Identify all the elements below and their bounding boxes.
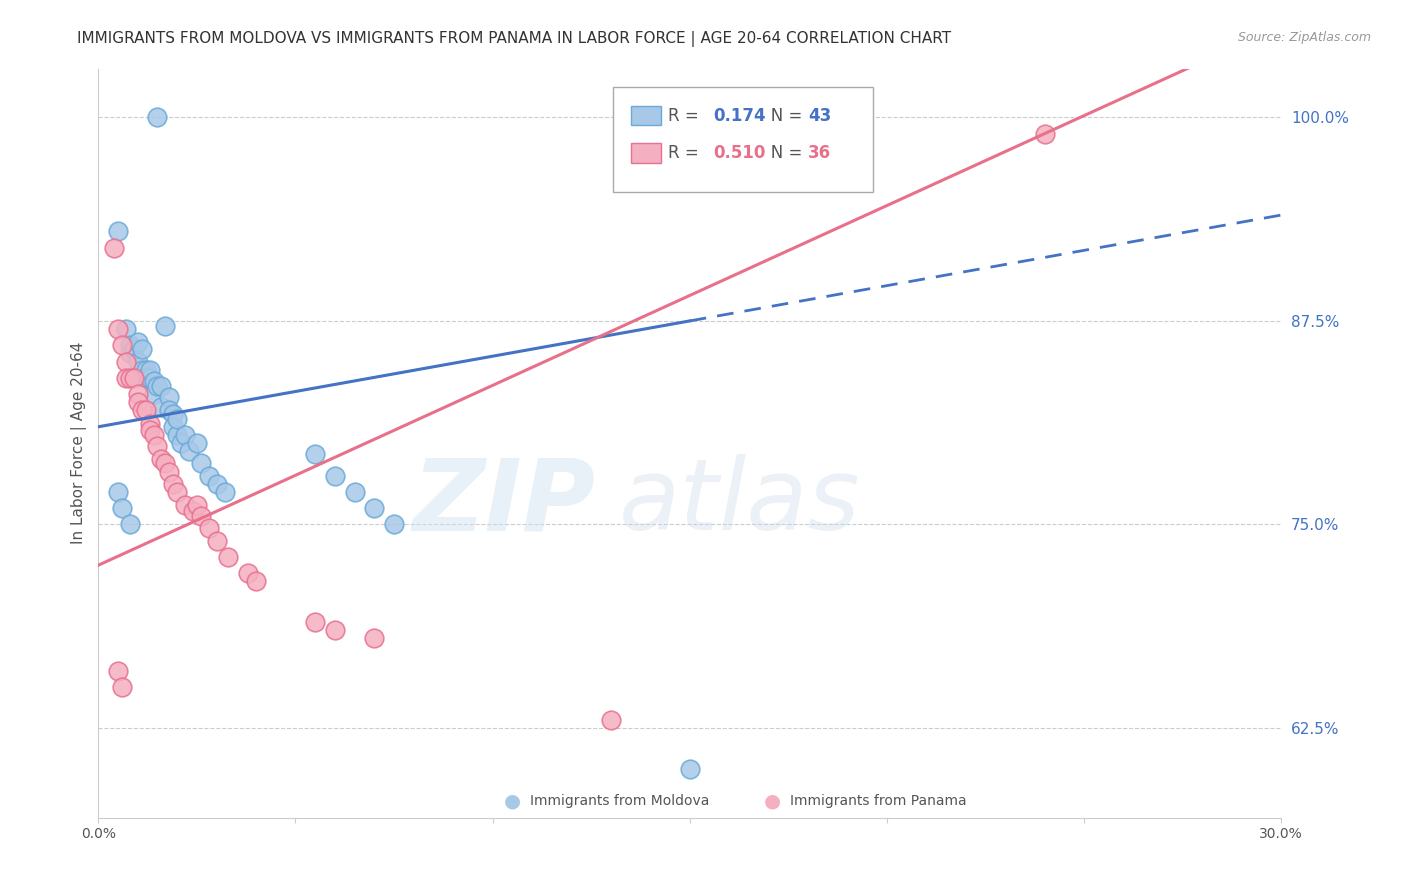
Point — [174, 428, 197, 442]
Point — [1033, 127, 1056, 141]
Point — [162, 476, 184, 491]
Point — [115, 354, 138, 368]
Point — [131, 363, 153, 377]
Text: IMMIGRANTS FROM MOLDOVA VS IMMIGRANTS FROM PANAMA IN LABOR FORCE | AGE 20-64 COR: IMMIGRANTS FROM MOLDOVA VS IMMIGRANTS FR… — [77, 31, 952, 47]
Point — [135, 363, 157, 377]
Point — [205, 533, 228, 548]
Point — [127, 395, 149, 409]
Y-axis label: In Labor Force | Age 20-64: In Labor Force | Age 20-64 — [72, 342, 87, 544]
Point — [197, 468, 219, 483]
Point — [103, 241, 125, 255]
Point — [135, 403, 157, 417]
Point — [238, 566, 260, 581]
Point — [166, 411, 188, 425]
Point — [166, 484, 188, 499]
Text: N =: N = — [755, 145, 807, 162]
Point — [107, 484, 129, 499]
Point — [170, 436, 193, 450]
Text: R =: R = — [668, 107, 704, 125]
Point — [127, 387, 149, 401]
Point — [205, 476, 228, 491]
Point — [304, 615, 326, 630]
Point — [131, 403, 153, 417]
Point — [118, 517, 141, 532]
Point — [111, 681, 134, 695]
Point — [166, 428, 188, 442]
FancyBboxPatch shape — [630, 106, 661, 126]
Point — [131, 342, 153, 356]
Point — [217, 549, 239, 564]
Point — [118, 346, 141, 360]
Point — [146, 111, 169, 125]
Point — [142, 374, 165, 388]
FancyBboxPatch shape — [630, 144, 661, 163]
Point — [122, 342, 145, 356]
Point — [146, 439, 169, 453]
Text: 43: 43 — [808, 107, 831, 125]
Point — [111, 338, 134, 352]
Point — [138, 423, 160, 437]
Point — [162, 419, 184, 434]
Text: atlas: atlas — [619, 455, 860, 551]
Point — [107, 322, 129, 336]
Text: N =: N = — [755, 107, 807, 125]
Point — [186, 498, 208, 512]
Point — [111, 501, 134, 516]
Point — [190, 456, 212, 470]
Point — [323, 468, 346, 483]
Text: ZIP: ZIP — [412, 455, 595, 551]
Point — [142, 428, 165, 442]
Point — [138, 371, 160, 385]
Point — [245, 574, 267, 589]
Point — [363, 632, 385, 646]
Point — [162, 407, 184, 421]
Text: Source: ZipAtlas.com: Source: ZipAtlas.com — [1237, 31, 1371, 45]
Point — [138, 363, 160, 377]
Point — [343, 484, 366, 499]
Point — [304, 447, 326, 461]
Point — [155, 318, 177, 333]
Point — [115, 322, 138, 336]
Point — [157, 391, 180, 405]
Point — [107, 664, 129, 678]
Text: Immigrants from Moldova: Immigrants from Moldova — [530, 794, 710, 808]
Point — [174, 498, 197, 512]
Point — [155, 456, 177, 470]
Point — [118, 371, 141, 385]
Text: ●: ● — [503, 791, 520, 811]
Text: Immigrants from Panama: Immigrants from Panama — [790, 794, 967, 808]
Point — [127, 354, 149, 368]
Point — [142, 387, 165, 401]
Point — [122, 371, 145, 385]
Point — [157, 403, 180, 417]
Point — [382, 517, 405, 532]
Text: ●: ● — [763, 791, 780, 811]
Text: R =: R = — [668, 145, 704, 162]
Point — [146, 379, 169, 393]
Point — [679, 762, 702, 776]
Text: 36: 36 — [808, 145, 831, 162]
FancyBboxPatch shape — [613, 87, 873, 192]
Point — [150, 379, 173, 393]
Text: 0.174: 0.174 — [713, 107, 766, 125]
Point — [599, 713, 621, 727]
Point — [197, 521, 219, 535]
Text: 0.510: 0.510 — [713, 145, 766, 162]
Point — [186, 436, 208, 450]
Point — [177, 444, 200, 458]
Point — [138, 417, 160, 431]
Point — [127, 335, 149, 350]
Point — [115, 371, 138, 385]
Point — [363, 501, 385, 516]
Point — [118, 338, 141, 352]
Point — [157, 466, 180, 480]
Point — [181, 504, 204, 518]
Point — [150, 452, 173, 467]
Point — [135, 371, 157, 385]
Point — [107, 224, 129, 238]
Point — [323, 624, 346, 638]
Point — [150, 401, 173, 415]
Point — [214, 484, 236, 499]
Point — [190, 509, 212, 524]
